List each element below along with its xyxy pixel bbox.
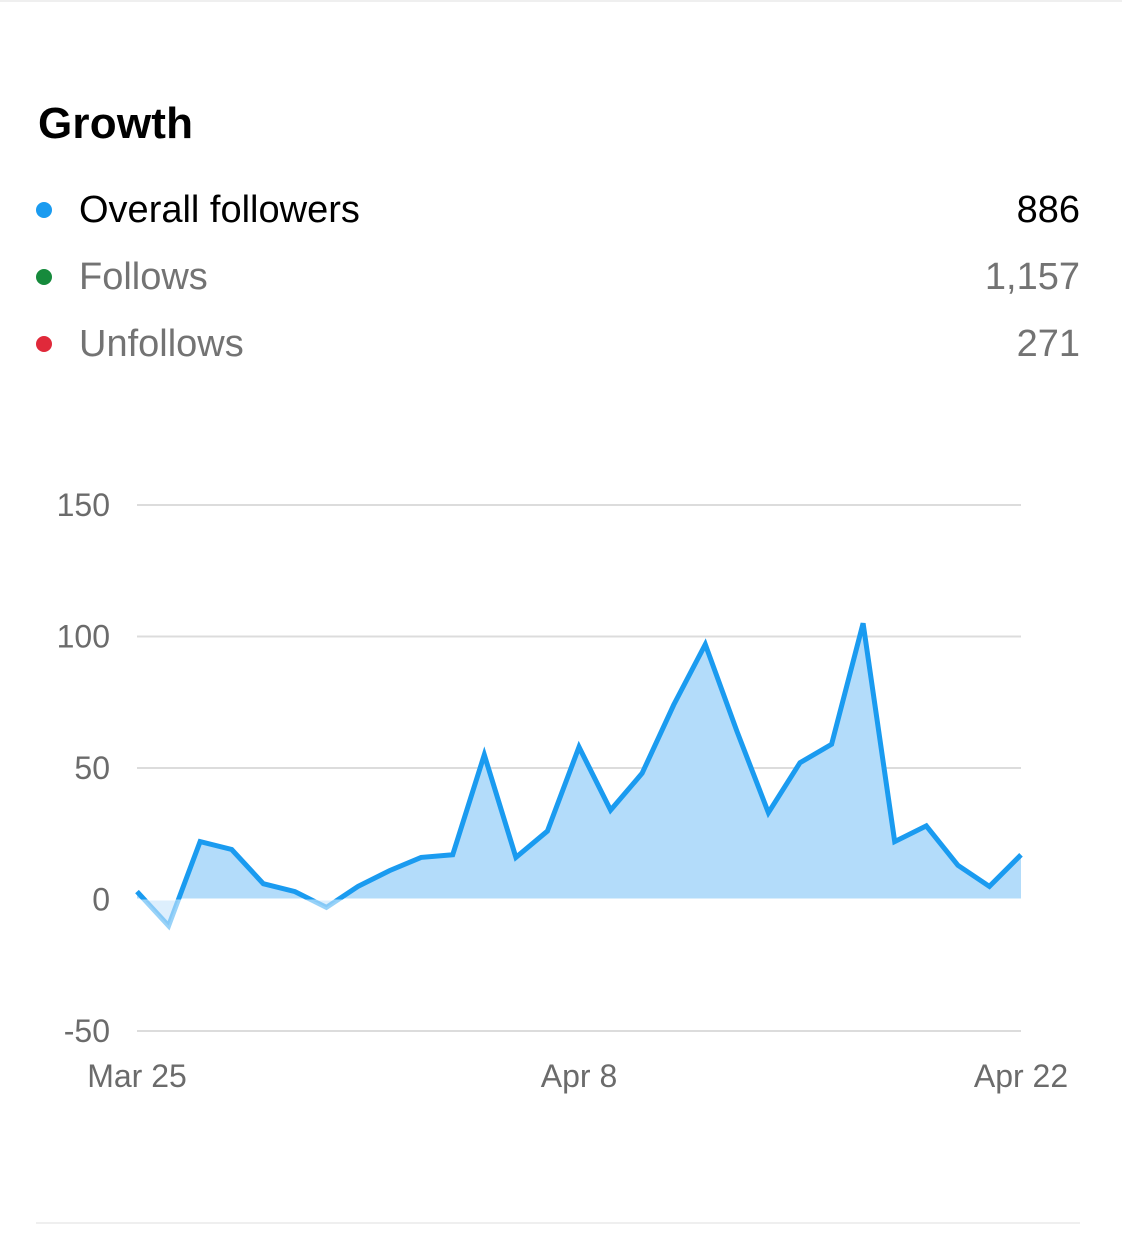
- y-tick-label: 100: [57, 619, 110, 655]
- legend-item-overall-followers: Overall followers 886: [36, 186, 1080, 234]
- legend-value: 271: [1016, 323, 1080, 365]
- y-tick-label: 50: [74, 750, 110, 786]
- legend-item-unfollows: Unfollows 271: [36, 320, 1080, 368]
- x-tick-label: Apr 8: [541, 1058, 617, 1094]
- y-tick-label: 0: [92, 882, 110, 918]
- legend-label: Unfollows: [79, 323, 244, 365]
- follows-dot-icon: [36, 269, 52, 285]
- y-tick-label: 150: [57, 487, 110, 523]
- section-title: Growth: [38, 99, 194, 148]
- growth-chart: 150 100 50 0 -50 Mar 25 Apr 8 Apr 22: [57, 487, 1069, 1094]
- legend-label: Overall followers: [79, 189, 360, 231]
- series-line: [135, 622, 1023, 900]
- y-tick-label: -50: [64, 1013, 110, 1049]
- legend-value: 1,157: [984, 256, 1080, 298]
- overall-followers-dot-icon: [36, 202, 52, 218]
- legend-item-follows: Follows 1,157: [36, 253, 1080, 301]
- x-tick-label: Apr 22: [974, 1058, 1068, 1094]
- unfollows-dot-icon: [36, 336, 52, 352]
- legend-label: Follows: [79, 256, 208, 298]
- top-divider: [0, 0, 1122, 2]
- legend-value: 886: [1016, 189, 1080, 231]
- area-fill-positive: [137, 623, 1021, 900]
- bottom-divider: [36, 1222, 1080, 1224]
- x-tick-label: Mar 25: [87, 1058, 187, 1094]
